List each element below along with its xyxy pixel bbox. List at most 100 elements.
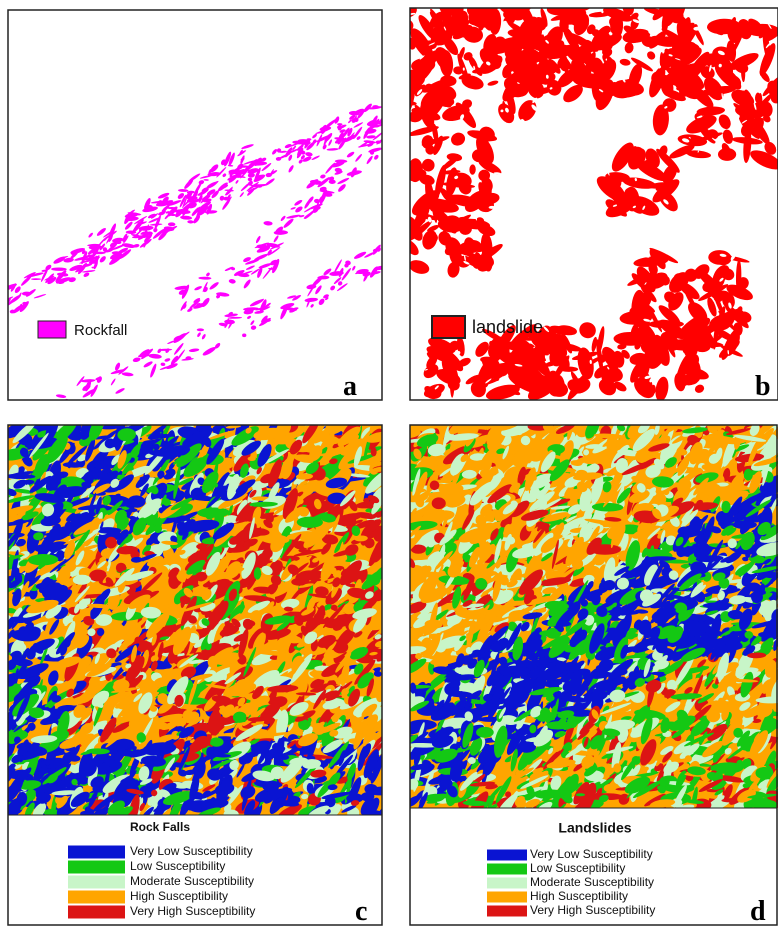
map-patch (764, 206, 769, 213)
map-patch (520, 146, 528, 151)
rockfall-map (2, 102, 387, 416)
map-patch (645, 50, 657, 62)
map-patch (624, 42, 634, 54)
map-patch (351, 265, 356, 271)
map-patch (58, 404, 72, 409)
map-patch (469, 164, 476, 174)
map-patch (507, 285, 512, 290)
map-patch (263, 221, 273, 226)
map-patch (320, 174, 326, 179)
map-patch (509, 210, 511, 213)
map-patch (619, 58, 631, 67)
map-patch (132, 357, 141, 363)
map-patch (716, 112, 733, 131)
map-patch (189, 348, 200, 352)
map-patch (82, 270, 95, 273)
map-patch (88, 232, 94, 238)
map-patch (705, 145, 708, 148)
map-patch (651, 60, 654, 63)
map-patch (476, 214, 477, 221)
map-patch (55, 402, 64, 407)
map-patch (298, 159, 303, 165)
map-patch (589, 18, 594, 23)
map-patch (304, 297, 318, 302)
map-patch (499, 289, 505, 293)
map-patch (201, 333, 206, 340)
map-patch (746, 380, 754, 385)
map-patch (239, 192, 244, 198)
map-patch (531, 190, 534, 192)
map-patch (768, 287, 776, 292)
map-patch (164, 358, 171, 363)
map-patch (714, 11, 717, 14)
map-patch (629, 54, 634, 57)
map-patch (245, 265, 255, 271)
map-patch (496, 156, 502, 161)
map-patch (523, 208, 530, 213)
map-patch (157, 348, 163, 354)
map-patch (248, 178, 252, 181)
rockfall-susceptibility-map (0, 412, 397, 828)
map-patch (206, 181, 218, 190)
map-patch (183, 178, 194, 190)
map-patch (83, 400, 99, 409)
map-patch (721, 128, 734, 145)
map-patch (504, 35, 508, 38)
map-patch (222, 173, 227, 178)
map-patch (148, 353, 162, 359)
map-patch (687, 248, 691, 255)
map-patch (262, 266, 273, 279)
map-patch (518, 276, 524, 283)
map-patch (414, 282, 418, 286)
map-patch (678, 132, 682, 135)
map-patch (654, 376, 671, 403)
map-patch (603, 206, 605, 211)
map-patch (310, 303, 315, 308)
map-patch (224, 189, 234, 191)
map-patch (708, 237, 716, 244)
map-patch (247, 315, 252, 319)
map-patch (434, 247, 440, 253)
map-patch (31, 278, 41, 280)
map-patch (115, 387, 126, 395)
map-patch (197, 328, 204, 331)
map-patch (250, 325, 256, 330)
map-patch (311, 133, 317, 139)
map-patch (311, 274, 325, 288)
map-patch (522, 130, 527, 135)
map-patch (194, 285, 203, 291)
map-patch (583, 314, 587, 320)
map-patch (85, 401, 93, 405)
map-patch (305, 152, 313, 157)
map-patch (714, 393, 720, 399)
map-patch (568, 224, 571, 231)
map-patch (337, 177, 350, 185)
map-patch (69, 413, 75, 416)
map-patch (56, 394, 67, 399)
map-patch (695, 174, 699, 179)
map-patch (348, 119, 353, 124)
map-patch (329, 285, 336, 292)
map-patch (468, 292, 472, 296)
map-patch (110, 378, 116, 386)
map-patch (235, 180, 239, 185)
map-patch (196, 332, 201, 338)
map-patch (613, 325, 617, 329)
landslide-susceptibility-map (397, 411, 778, 818)
map-patch (538, 117, 542, 122)
map-patch (57, 405, 68, 417)
map-patch (99, 255, 107, 263)
map-patch (354, 153, 362, 162)
map-patch (574, 301, 582, 306)
map-patch (122, 372, 134, 377)
map-patch (280, 215, 286, 222)
map-patch (528, 281, 532, 285)
map-patch (495, 0, 510, 8)
map-patch (337, 183, 347, 193)
map-patch (436, 271, 437, 277)
map-patch (318, 298, 326, 307)
map-patch (618, 132, 624, 138)
map-patch (492, 87, 498, 93)
map-patch (494, 181, 497, 185)
map-patch (399, 100, 416, 106)
